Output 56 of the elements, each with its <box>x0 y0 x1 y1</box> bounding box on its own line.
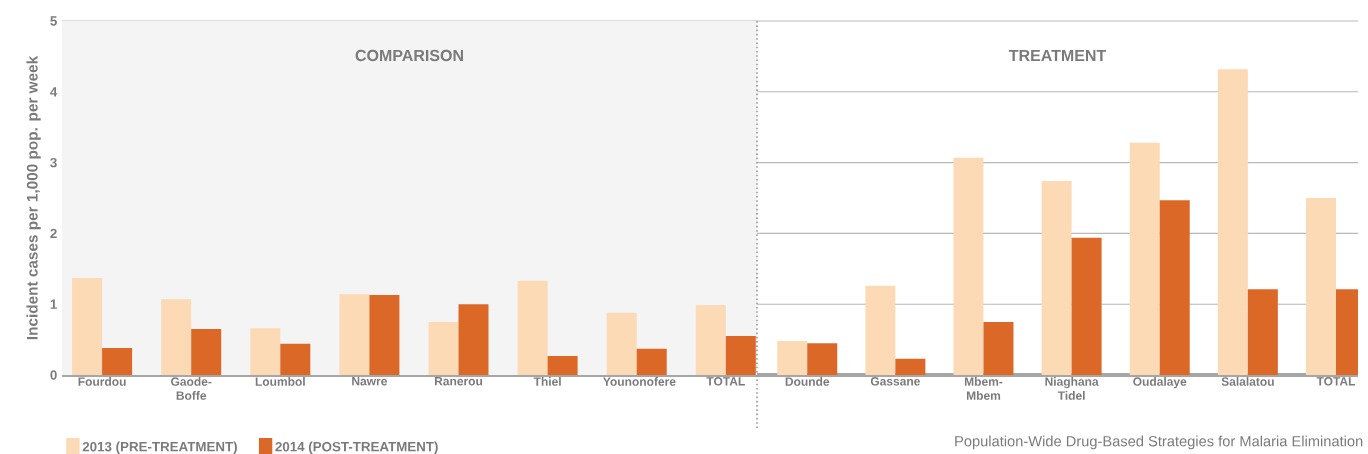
bar <box>339 294 370 375</box>
x-tick-label: TOTAL <box>706 377 745 386</box>
bar <box>517 280 548 375</box>
bar <box>807 343 838 375</box>
x-tick-label: Mbem-Mbem <box>964 377 1003 400</box>
bar <box>1129 142 1160 375</box>
legend-label: 2014 (POST-TREATMENT) <box>275 441 438 454</box>
bar <box>1071 237 1102 375</box>
bar <box>865 285 896 375</box>
bar <box>1041 181 1072 375</box>
x-tick-label: Loumbol <box>255 377 305 386</box>
x-tick-label: Younonofere <box>603 377 676 386</box>
y-axis-title: Incident cases per 1,000 pop. per week <box>26 55 41 340</box>
x-tick-label: Fourdou <box>78 377 126 386</box>
legend-label: 2013 (PRE-TREATMENT) <box>82 441 237 454</box>
bar <box>280 343 311 375</box>
bar <box>369 295 400 375</box>
text: TREATMENT <box>1008 49 1107 61</box>
bar <box>636 348 667 375</box>
y-tick-label: 1 <box>50 299 57 309</box>
bar <box>1305 198 1336 375</box>
bar <box>983 321 1014 375</box>
text: Population-Wide Drug-Based Strategies for Malaria Elimination <box>955 435 1363 450</box>
bar <box>458 304 489 375</box>
bar <box>953 157 984 375</box>
x-tick-label: Gassane <box>870 377 920 386</box>
bar <box>695 304 726 375</box>
bar <box>547 355 578 375</box>
x-tick-label: Niaghana Tidel <box>1045 377 1099 400</box>
bar <box>1159 200 1190 375</box>
y-tick-label: 0 <box>50 370 57 380</box>
text: COMPARISON <box>355 49 463 62</box>
x-tick-label: Ranerou <box>434 377 483 386</box>
y-tick-label: 3 <box>50 157 57 168</box>
bar <box>606 312 637 375</box>
y-tick-label: 5 <box>50 16 57 26</box>
bar <box>72 278 103 375</box>
x-tick-label: Salalatou <box>1221 377 1274 386</box>
bar <box>161 299 192 375</box>
bar <box>428 321 459 375</box>
x-tick-label: Nawre <box>352 377 388 386</box>
x-tick-label: TOTAL <box>1316 377 1356 386</box>
x-tick-label: Dounde <box>785 377 830 386</box>
bar <box>725 336 756 375</box>
bar <box>1247 289 1278 375</box>
x-tick-label: Oudalaye <box>1133 377 1187 389</box>
bar <box>191 328 222 375</box>
x-tick-label: Thiel <box>533 377 561 386</box>
bar <box>1217 69 1248 375</box>
bar <box>895 358 926 375</box>
bar <box>102 348 133 375</box>
y-tick-label: 4 <box>50 87 58 97</box>
x-tick-label: Gaode-Boffe <box>171 377 212 400</box>
y-tick-label: 2 <box>50 228 57 239</box>
bar <box>250 328 281 375</box>
bar <box>777 341 808 375</box>
